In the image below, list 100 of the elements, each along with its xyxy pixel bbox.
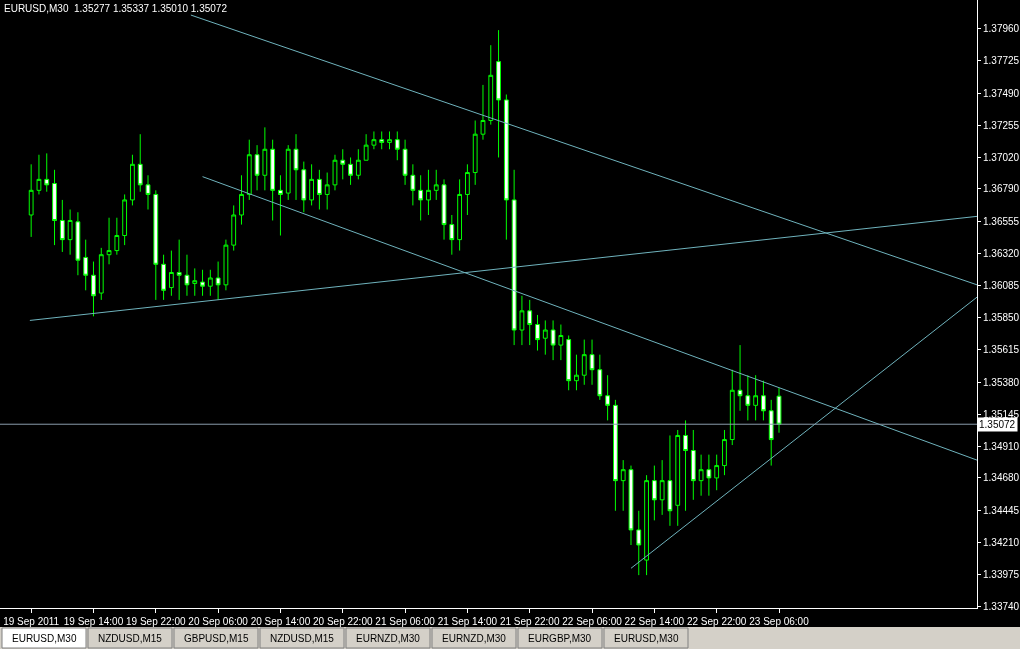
candlestick: [316, 169, 322, 211]
candlestick: [542, 319, 548, 356]
candlestick: [753, 374, 759, 421]
candlestick: [667, 434, 673, 527]
y-tick-label: 1.34680: [983, 472, 1020, 484]
candlestick: [394, 130, 400, 161]
x-tick-label: 20 Sep 06:00: [188, 616, 249, 627]
candlestick: [137, 133, 143, 193]
candlestick: [675, 429, 681, 527]
y-tick-label: 1.33740: [983, 601, 1020, 613]
candlestick: [192, 267, 198, 297]
text: NZDUSD,M15: [98, 633, 163, 644]
candlestick: [207, 269, 213, 297]
candlestick: [168, 250, 174, 297]
candlestick: [761, 380, 766, 421]
candlestick: [293, 133, 299, 201]
x-tick-label: 20 Sep 14:00: [250, 616, 311, 627]
candlestick: [706, 454, 712, 497]
candlestick: [309, 163, 315, 206]
candlestick: [387, 130, 392, 150]
candlestick: [379, 130, 385, 150]
x-tick-label: 22 Sep 22:00: [686, 616, 747, 627]
candlestick: [550, 319, 556, 361]
candlestick: [59, 199, 65, 253]
y-tick-label: 1.37960: [983, 23, 1020, 35]
candlestick: [52, 169, 57, 246]
candlestick: [402, 139, 408, 186]
candlestick: [449, 214, 455, 256]
ref-line-label: 1.35072: [979, 419, 1016, 430]
x-tick-label: 23 Sep 06:00: [749, 616, 810, 627]
candlestick: [722, 429, 727, 476]
candlestick: [566, 335, 572, 391]
candlestick: [161, 254, 166, 301]
candlestick: [301, 161, 307, 213]
candlestick: [426, 169, 431, 216]
candlestick: [254, 144, 260, 191]
candlestick: [737, 344, 743, 412]
candlestick: [184, 254, 190, 297]
candlestick: [503, 93, 509, 241]
y-tick-label: 1.34445: [983, 504, 1020, 516]
candlestick: [729, 369, 735, 446]
candlestick: [28, 163, 34, 238]
x-tick-label: 22 Sep 06:00: [562, 616, 623, 627]
y-tick-label: 1.36320: [983, 247, 1020, 259]
candlestick: [145, 174, 151, 211]
candlestick: [472, 120, 478, 186]
y-tick-label: 1.34910: [983, 440, 1020, 452]
candlestick: [231, 204, 237, 252]
candlestick: [98, 247, 104, 301]
candlestick: [371, 130, 377, 150]
y-tick-label: 1.35615: [983, 344, 1020, 356]
candlestick: [690, 429, 696, 501]
y-tick-label: 1.37490: [983, 87, 1020, 99]
text: EURNZD,M30: [442, 633, 507, 644]
candlestick: [355, 148, 361, 180]
y-tick-label: 1.33975: [983, 568, 1020, 580]
candlestick: [519, 295, 525, 346]
text: EURGBP,M30: [528, 633, 592, 644]
candlestick: [114, 217, 120, 256]
y-tick-label: 1.36085: [983, 280, 1020, 292]
candlestick: [636, 510, 642, 576]
candlestick: [83, 239, 89, 291]
text: EURNZD,M30: [356, 633, 421, 644]
candlestick: [348, 156, 353, 186]
text: EURUSD,M30: [614, 633, 679, 644]
text: NZDUSD,M15: [270, 633, 335, 644]
candlestick: [441, 178, 447, 241]
x-tick-label: 21 Sep 14:00: [437, 616, 498, 627]
x-tick-label: 21 Sep 22:00: [499, 616, 560, 627]
candlestick: [581, 339, 587, 386]
chart-title: EURUSD,M30 1.35277 1.35337 1.35010 1.35072: [4, 3, 228, 14]
candlestick: [776, 387, 782, 434]
candlestick: [130, 154, 135, 206]
candlestick: [363, 133, 369, 161]
candlestick: [340, 148, 346, 180]
y-tick-label: 1.37725: [983, 55, 1020, 67]
candlestick: [278, 174, 283, 237]
candlestick: [418, 174, 424, 221]
candlestick: [262, 126, 268, 191]
candlestick: [239, 174, 244, 226]
candlestick: [659, 459, 665, 516]
y-tick-label: 1.36790: [983, 183, 1020, 195]
candlestick: [67, 209, 73, 256]
candlestick: [768, 399, 774, 467]
candlestick: [44, 152, 50, 193]
candlestick: [246, 139, 252, 201]
candlestick: [457, 178, 463, 252]
candlestick: [511, 169, 517, 346]
y-tick-label: 1.35380: [983, 376, 1020, 388]
candlestick: [200, 269, 205, 297]
candlestick: [745, 374, 751, 421]
y-tick-label: 1.36555: [983, 215, 1020, 227]
candlestick: [332, 154, 338, 191]
candlestick: [176, 239, 182, 301]
candlestick: [574, 354, 579, 391]
candlestick: [644, 474, 649, 576]
candlestick: [410, 163, 416, 206]
x-tick-label: 19 Sep 22:00: [126, 616, 186, 627]
candlestick: [488, 44, 494, 126]
candlestick: [558, 324, 564, 361]
